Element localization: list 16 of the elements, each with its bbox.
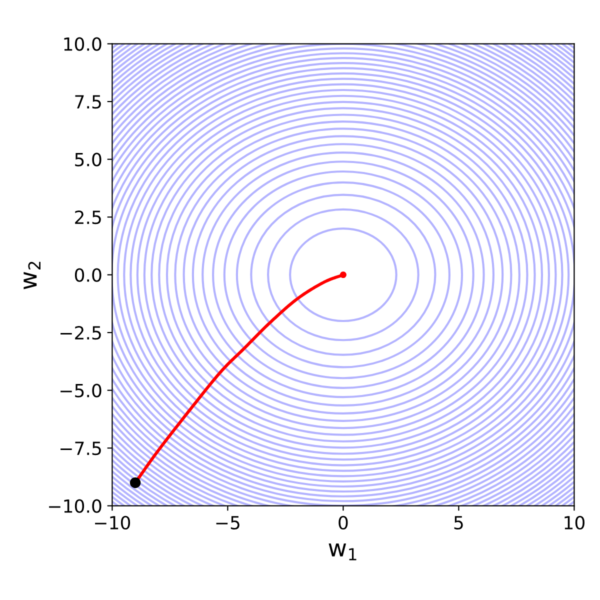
y-tick-label: 10.0 bbox=[64, 37, 102, 51]
y-tick-label: 7.5 bbox=[75, 95, 101, 109]
y-tick-label: −7.5 bbox=[60, 442, 101, 456]
x-tick-label: −5 bbox=[216, 516, 240, 530]
y-axis-title: w$_{2}$ bbox=[24, 262, 40, 290]
y-tick-label: 2.5 bbox=[75, 210, 101, 224]
y-tick-label: 0.0 bbox=[74, 268, 102, 282]
x-tick-label: 10 bbox=[564, 516, 584, 530]
y-tick-label: −5.0 bbox=[60, 384, 102, 398]
y-tick-label: −2.5 bbox=[60, 326, 101, 340]
x-tick-label: 0 bbox=[338, 516, 348, 530]
x-tick-label: 5 bbox=[454, 516, 463, 530]
x-axis-title: w$_{1}$ bbox=[328, 544, 356, 560]
y-tick-label: −10.0 bbox=[49, 499, 102, 513]
x-tick-label: −10 bbox=[95, 516, 130, 530]
y-tick-label: 5.0 bbox=[75, 152, 102, 166]
